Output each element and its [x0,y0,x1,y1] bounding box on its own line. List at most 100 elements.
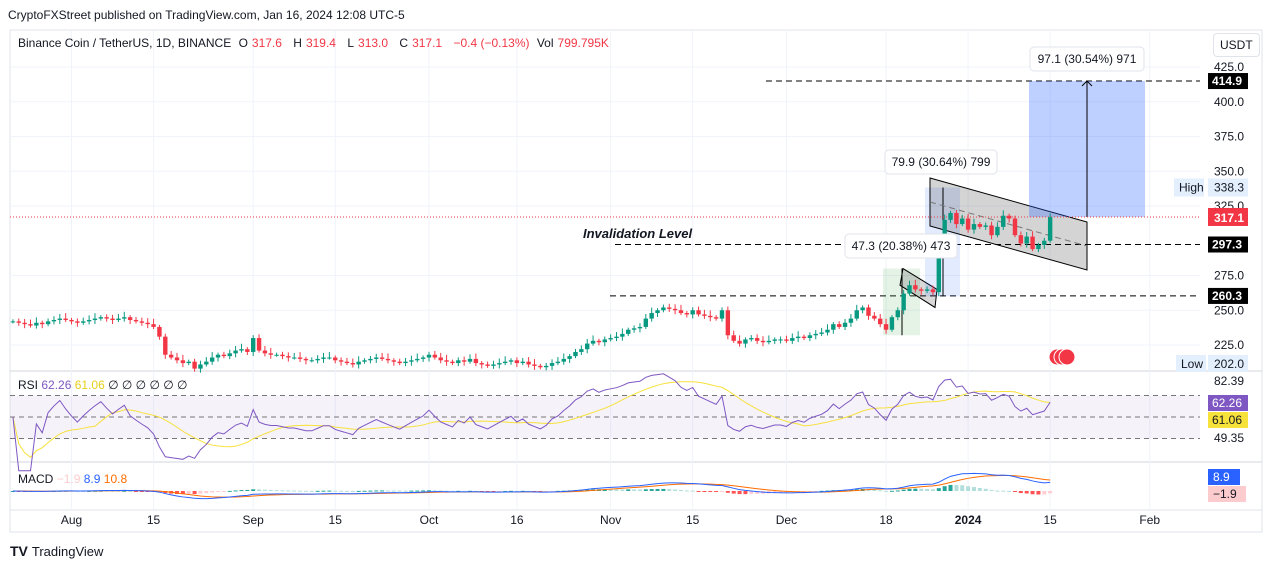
macd-histogram-bar [649,489,654,491]
macd-histogram-bar [678,489,683,491]
candle-body [907,285,912,294]
macd-histogram-bar [866,489,871,491]
candle-body [63,318,68,320]
macd-histogram-bar [696,491,701,492]
candle-body [854,310,859,319]
candle-body [1001,215,1006,227]
tv-logo-icon: TV [10,543,28,559]
low-label: Low [1181,357,1203,371]
candle-body [936,254,942,293]
symbol-name[interactable]: Binance Coin / TetherUS, 1D, BINANCE [18,36,232,50]
macd-histogram-bar [673,489,678,491]
volume-label: Vol [536,36,554,50]
candle-body [415,358,420,361]
macd-histogram-bar [374,490,379,492]
candle-body [549,363,555,366]
macd-value: 8.9 [83,472,101,486]
macd-histogram-bar [778,491,783,493]
channel-midline [929,201,1088,247]
macd-histogram-bar [725,491,730,493]
rsi-label: RSI [18,378,39,392]
candle-body [250,338,256,352]
candle-body [608,338,613,340]
high-value: 338.3 [1214,181,1244,195]
macd-histogram-bar [122,490,127,492]
macd-histogram-bar [608,489,613,491]
macd-histogram-bar [1048,491,1053,494]
candle-body [280,354,285,357]
candle-body [420,357,426,359]
candle-body [643,318,649,327]
macd-histogram-bar [262,489,267,491]
candle-body [245,349,250,352]
macd-histogram-bar [989,489,994,491]
time-tick: Oct [420,513,439,527]
currency-button[interactable]: USDT [1213,33,1260,57]
rsi-tick: 82.39 [1214,374,1244,388]
candle-body [1036,244,1041,250]
time-tick: 15 [686,513,700,527]
candle-body [555,361,561,364]
candle-body [919,289,924,291]
macd-histogram-bar [684,490,689,492]
time-tick: 15 [329,513,343,527]
candle-body [538,365,543,368]
level-label: 414.9 [1212,74,1242,88]
candle-body [385,358,391,361]
high-value: 319.4 [305,36,336,50]
macd-histogram-bar [1036,491,1041,495]
measure-label-2-box [884,149,998,175]
candle-body [497,363,502,365]
candle-body [655,310,660,314]
macd-badge [1208,469,1240,485]
candle-body [1024,236,1029,244]
rsi-value: 62.26 [41,378,72,392]
candle-body [321,357,326,359]
candle-body [713,317,719,319]
macd-histogram-bar [251,489,256,491]
macd-histogram-bar [620,489,625,491]
macd-histogram-bar [936,488,941,491]
candle-body [432,354,438,358]
macd-histogram-bar [438,490,443,492]
candle-body [649,313,654,319]
candle-body [397,361,402,364]
macd-histogram-bar [333,490,338,492]
close-label: C [399,36,409,50]
macd-line [12,472,1051,500]
candle-body [520,361,525,364]
candle-body [737,340,742,344]
candle-body [116,318,121,320]
macd-histogram-bar [643,489,648,491]
candle-body [913,285,918,290]
candle-body [502,361,508,364]
macd-legend: MACD −1.9 8.9 10.8 [18,472,127,486]
candle-body [157,326,162,337]
candle-body [145,322,150,325]
candle-body [98,317,104,319]
symbol-legend: Binance Coin / TetherUS, 1D, BINANCE O 31… [18,36,617,50]
macd-histogram-bar [749,491,754,494]
price-tick: 250.0 [1214,303,1244,317]
candle-body [807,335,813,339]
change-value: −0.4 (−0.13%) [453,36,530,50]
candle-body [573,351,578,357]
macd-histogram-bar [426,490,431,492]
price-tick: 375.0 [1214,130,1244,144]
candle-body [883,324,889,330]
candle-body [901,293,906,311]
candle-body [286,356,291,358]
macd-histogram-bar [714,491,719,493]
rsi-ma-badge [1208,412,1248,428]
tradingview-logo[interactable]: TV TradingView [10,543,103,559]
candle-body [514,360,520,364]
price-tick: 350.0 [1214,164,1244,178]
macd-histogram-bar [198,491,203,494]
macd-histogram-bar [872,489,877,491]
candle-body [391,360,397,362]
invalidation-label: Invalidation Level [583,226,692,241]
measure-label-3-box [1029,46,1145,72]
candle-body [51,319,57,322]
candle-body [426,354,432,358]
